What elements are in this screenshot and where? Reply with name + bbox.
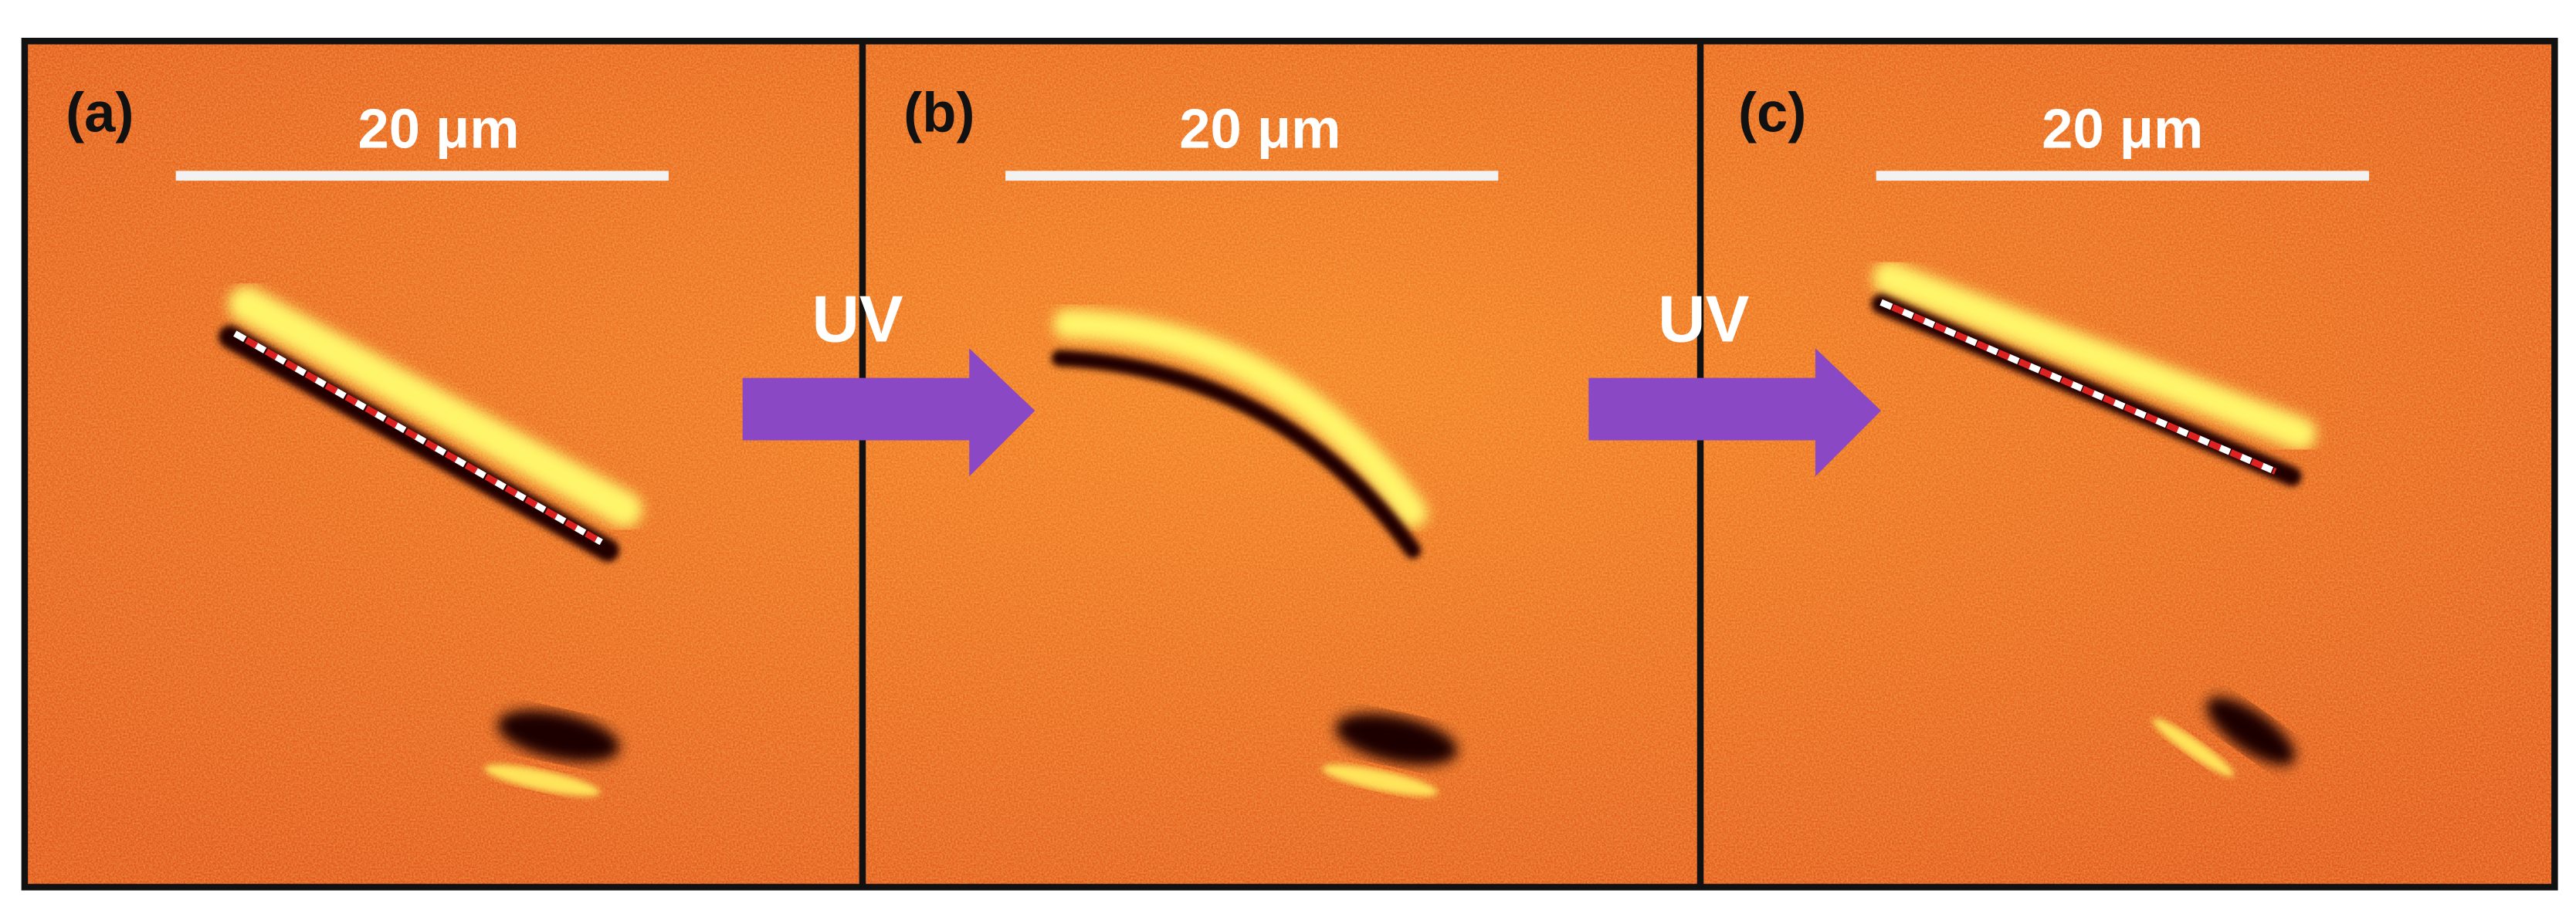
panel-label: (c): [1738, 82, 1806, 144]
uv-label: UV: [1658, 283, 1749, 357]
uv-label: UV: [812, 283, 903, 357]
panels: (a) (b) (c) 20 μm 20 μm 20 μm UV UV: [21, 37, 2558, 891]
panel-label: (a): [66, 82, 134, 144]
rod-a: [218, 286, 642, 797]
uv-arrow: [742, 348, 1035, 477]
frame: [21, 37, 2558, 891]
panel-label: (b): [903, 82, 974, 144]
scale-bar-label: 20 μm: [2042, 99, 2203, 161]
uv-arrow: [1588, 348, 1882, 477]
rod-c: [1871, 261, 2317, 777]
rod-b: [1051, 309, 1458, 797]
scale-bar-label: 20 μm: [358, 99, 520, 161]
image-noise: [24, 41, 2555, 888]
scale-bar-label: 20 μm: [1179, 99, 1341, 161]
